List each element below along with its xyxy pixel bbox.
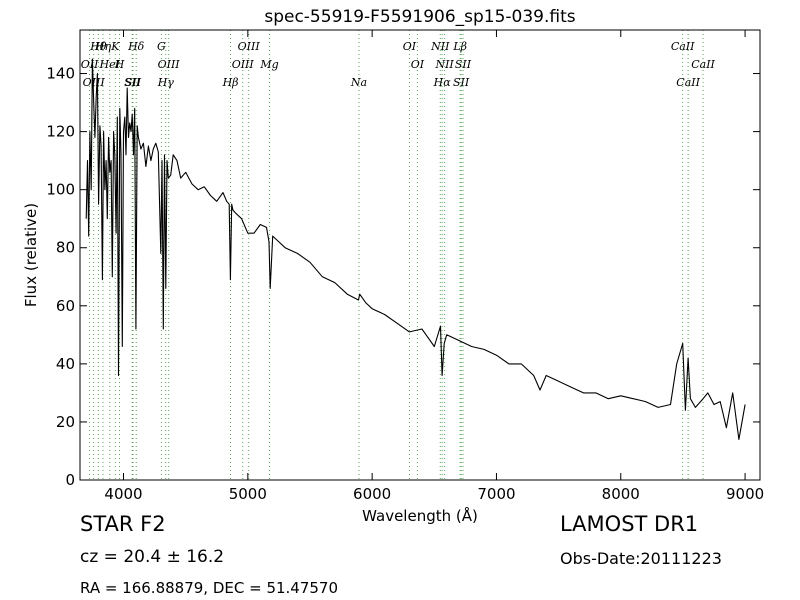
line-label: OII [81, 58, 99, 71]
x-tick-label: 7000 [477, 485, 515, 503]
y-tick-label: 20 [56, 413, 75, 431]
y-tick-label: 80 [56, 239, 75, 257]
ra-dec-coordinates: RA = 166.88879, DEC = 51.47570 [80, 579, 339, 597]
line-label: Lβ [452, 40, 467, 53]
line-label: Mg [259, 58, 278, 71]
x-tick-label: 6000 [353, 485, 391, 503]
line-label: Hβ [222, 76, 239, 89]
line-label: Hδ [127, 40, 145, 53]
line-label: CaII [676, 76, 700, 89]
emission-line-labels: Hθ OII OIII Hη HeI SII KH SII Hδ OIII Hγ G OIII Hβ OII… [81, 40, 716, 89]
line-label: Hη [94, 40, 112, 53]
line-label: OIII [238, 40, 261, 53]
x-tick-label: 8000 [602, 485, 640, 503]
x-tick-label: 4000 [104, 485, 142, 503]
line-label: SII [124, 76, 141, 89]
y-tick-label: 60 [56, 297, 75, 315]
line-label: NII [430, 40, 450, 53]
line-label: Na [350, 76, 367, 89]
survey-name: LAMOST DR1 [560, 512, 699, 536]
line-label: SII [453, 76, 470, 89]
y-tick-label: 140 [46, 65, 75, 83]
line-label: CaII [671, 40, 695, 53]
line-label: HeI [98, 58, 120, 71]
line-label: SII [455, 58, 472, 71]
object-class: STAR F2 [80, 512, 166, 536]
line-label: Hθ [89, 40, 107, 53]
line-label: OI [403, 40, 417, 53]
y-tick-label: 120 [46, 123, 75, 141]
x-axis-label: Wavelength (Å) [362, 506, 478, 525]
line-label: SII [125, 76, 142, 89]
line-label: OIII [232, 58, 255, 71]
y-tick-label: 100 [46, 181, 75, 199]
spectrum-line [85, 58, 746, 440]
line-label: H [114, 58, 125, 71]
line-label: NII [434, 58, 454, 71]
x-tick-label: 9000 [726, 485, 764, 503]
y-axis-label: Flux (relative) [22, 203, 40, 307]
y-tick-label: 0 [65, 471, 75, 489]
plot-frame [79, 29, 761, 481]
line-label: Hα [433, 76, 452, 89]
line-label: OIII [83, 76, 106, 89]
y-tick-label: 40 [56, 355, 75, 373]
emission-line-markers [89, 30, 704, 480]
line-label: Hγ [157, 76, 175, 89]
line-label: OIII [158, 58, 181, 71]
line-label: K [110, 40, 120, 53]
line-label: G [157, 40, 166, 53]
chart-title: spec-55919-F5591906_sp15-039.fits [264, 7, 575, 27]
redshift-cz: cz = 20.4 ± 16.2 [80, 547, 225, 567]
axis-ticks: 4000 5000 6000 7000 8000 9000 0 20 40 60 80 100 120 1… [46, 30, 764, 503]
observation-date: Obs-Date:20111223 [560, 549, 722, 568]
line-label: OI [411, 58, 425, 71]
line-label: CaII [691, 58, 715, 71]
x-tick-label: 5000 [229, 485, 267, 503]
